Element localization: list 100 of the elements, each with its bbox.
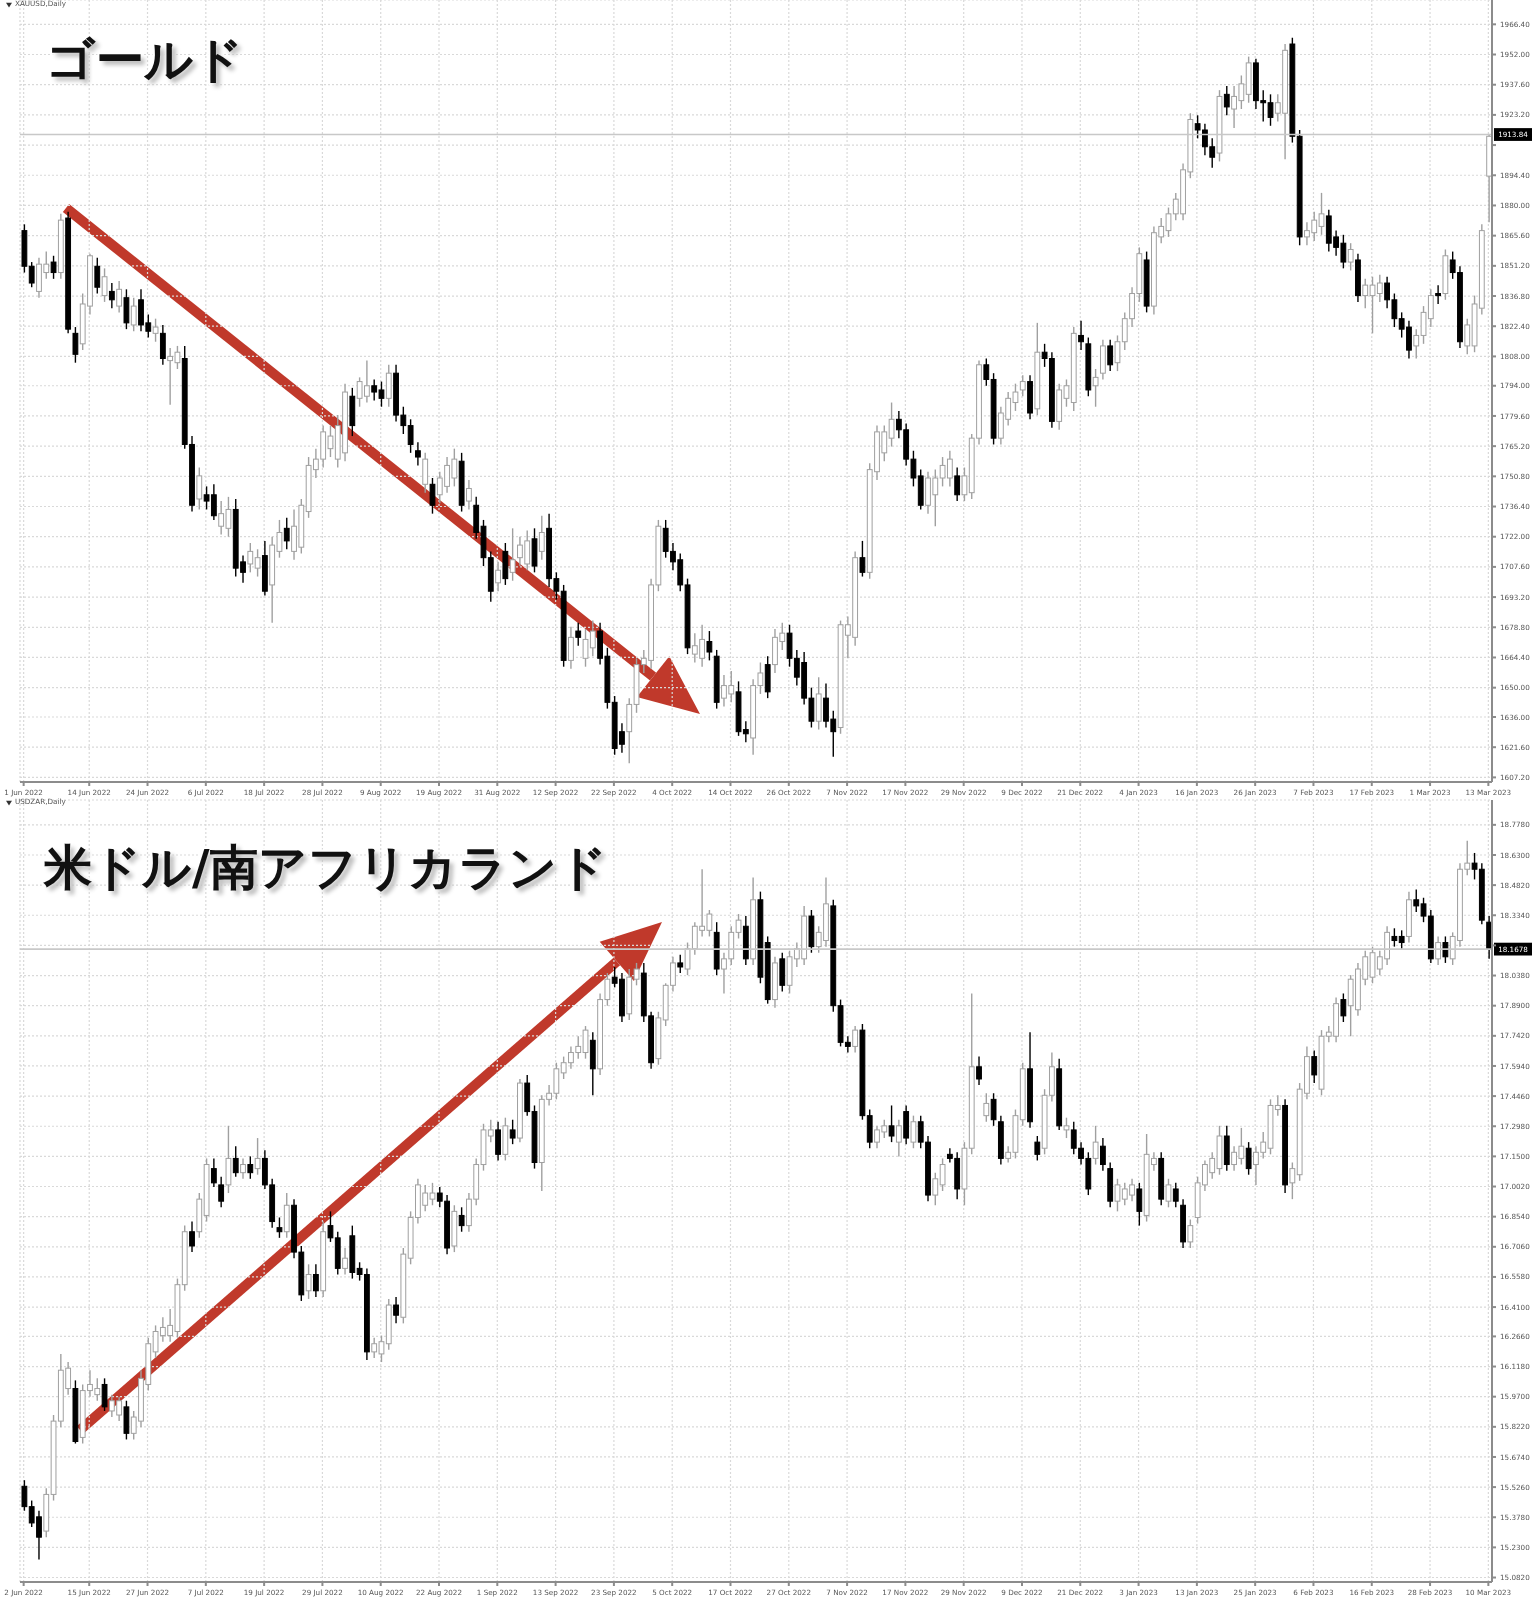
candlestick — [349, 387, 356, 437]
candlestick — [123, 1400, 130, 1441]
candlestick — [1165, 1178, 1172, 1208]
candlestick — [385, 364, 392, 408]
candlestick — [1216, 1125, 1223, 1176]
candlestick — [444, 1194, 450, 1255]
candlestick — [203, 485, 210, 511]
candlestick — [36, 257, 42, 299]
candlestick — [1056, 382, 1063, 431]
candlestick — [305, 1263, 312, 1300]
candlestick — [706, 630, 713, 662]
candlestick — [466, 479, 472, 511]
candlestick — [954, 466, 961, 502]
candlestick — [1376, 273, 1383, 303]
candlestick — [786, 950, 793, 995]
candlestick — [364, 359, 370, 404]
candlestick — [1369, 276, 1376, 335]
candlestick — [1107, 338, 1114, 372]
candlestick — [225, 496, 232, 538]
candlestick — [1202, 122, 1208, 156]
candlestick — [1325, 208, 1332, 253]
candlestick — [1136, 1182, 1143, 1227]
candlestick — [954, 1151, 961, 1200]
candlestick — [152, 317, 159, 343]
candlestick — [910, 1114, 917, 1149]
candlestick — [138, 288, 144, 332]
candlestick — [261, 540, 268, 597]
candlestick — [939, 456, 946, 488]
candlestick — [903, 1104, 910, 1145]
candlestick — [772, 956, 778, 1009]
candlestick — [764, 655, 771, 699]
candlestick — [1311, 1049, 1318, 1084]
candlestick — [983, 1092, 990, 1123]
candlestick — [772, 628, 778, 674]
candlestick — [888, 401, 895, 448]
candlestick — [932, 468, 939, 527]
candlestick — [976, 1055, 982, 1086]
candlestick — [553, 1062, 560, 1101]
candlestick — [159, 324, 166, 366]
candlestick — [291, 508, 297, 561]
candlestick — [502, 1116, 509, 1162]
candlestick — [1398, 929, 1405, 950]
candlestick — [254, 1137, 261, 1176]
candlestick — [429, 477, 436, 515]
candlestick — [815, 676, 822, 731]
candlestick — [742, 915, 749, 966]
candlestick — [779, 952, 786, 993]
candlestick — [283, 517, 290, 550]
candlestick — [1355, 252, 1361, 303]
candlestick — [1231, 85, 1237, 129]
candlestick — [429, 1182, 436, 1206]
candlestick — [1362, 278, 1369, 309]
candlestick — [589, 1031, 596, 1096]
candlestick — [1435, 935, 1442, 966]
candlestick — [94, 257, 101, 295]
candlestick — [451, 1204, 458, 1253]
candlestick — [1143, 250, 1150, 314]
candlestick — [101, 1377, 108, 1412]
candlestick — [444, 456, 450, 494]
candlestick — [1114, 1178, 1121, 1213]
candlestick — [458, 1206, 465, 1233]
candlestick — [1253, 1145, 1259, 1186]
candlestick — [859, 540, 866, 578]
candlestick — [334, 1231, 341, 1276]
candlestick — [575, 621, 582, 647]
candlestick — [393, 364, 399, 423]
candlestick — [823, 876, 829, 948]
candlestick — [925, 471, 931, 515]
candlestick — [283, 1192, 290, 1239]
candlestick — [72, 326, 79, 364]
candlestick — [509, 527, 516, 582]
candlestick — [1406, 320, 1412, 360]
candlestick — [568, 1045, 574, 1070]
candlestick — [196, 466, 203, 511]
candlestick — [1333, 996, 1339, 1044]
candlestick — [94, 1377, 101, 1402]
candlestick — [108, 1393, 115, 1418]
candlestick — [946, 450, 953, 488]
candlestick — [1019, 374, 1026, 397]
candlestick — [247, 542, 254, 574]
candlestick — [422, 1184, 429, 1213]
candlestick — [531, 527, 538, 574]
candlestick — [1187, 1218, 1194, 1249]
text: 米ドル/南アフリカランド — [44, 840, 608, 896]
candlestick — [713, 921, 720, 976]
candlestick — [524, 529, 531, 571]
candlestick — [210, 483, 217, 521]
candlestick — [108, 282, 115, 309]
candlestick — [517, 536, 523, 567]
candlestick — [538, 515, 545, 561]
candlestick — [495, 1121, 501, 1162]
candlestick — [240, 1157, 246, 1180]
candlestick — [852, 1025, 859, 1054]
candlestick — [691, 632, 698, 664]
candlestick — [1027, 374, 1033, 420]
candlestick — [495, 561, 501, 592]
candlestick — [101, 267, 108, 303]
candlestick — [874, 1125, 880, 1149]
candlestick — [1238, 1127, 1245, 1166]
candlestick — [254, 548, 261, 578]
